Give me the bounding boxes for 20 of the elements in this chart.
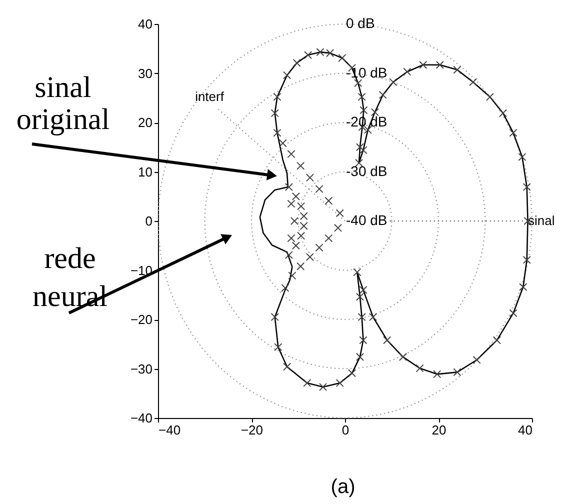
x-tick-label: 40	[518, 422, 532, 438]
x-tick-label: 20	[432, 422, 446, 438]
x-tick-label: −20	[240, 422, 264, 438]
series-label: sinal	[528, 213, 555, 228]
y-tick-label: −30	[130, 361, 152, 376]
annotation: 0 dB	[346, 15, 375, 31]
series-label: interf	[195, 89, 224, 104]
y-tick-label: −20	[130, 312, 152, 327]
x-tick-label: −40	[158, 422, 181, 438]
x-tick-label: 0	[342, 422, 350, 438]
y-tick-label: 20	[138, 115, 152, 130]
y-tick-label: 0	[145, 214, 152, 228]
y-tick-label: 10	[138, 164, 152, 180]
y-tick-label: 40	[138, 16, 152, 32]
annotation: -40 dB	[346, 212, 388, 228]
annotation: -30 dB	[346, 162, 388, 179]
y-tick-label: −40	[130, 410, 152, 426]
y-tick-label: 30	[138, 66, 152, 81]
text: sinal original	[16, 71, 110, 136]
text: (a)	[330, 476, 356, 498]
